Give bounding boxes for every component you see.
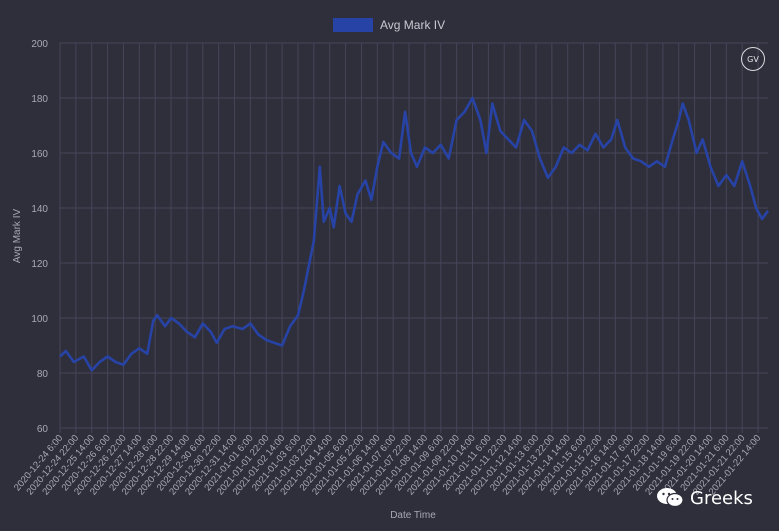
legend-swatch — [333, 18, 373, 32]
legend-label: Avg Mark IV — [380, 18, 445, 32]
y-axis-title: Avg Mark IV — [12, 209, 23, 264]
y-tick-label: 100 — [31, 314, 48, 325]
y-tick-label: 200 — [31, 39, 48, 50]
gv-logo-badge[interactable]: GV — [741, 47, 765, 71]
avg-mark-iv-series-line — [59, 96, 770, 372]
wechat-icon — [657, 488, 684, 508]
watermark-text: Greeks — [690, 487, 753, 509]
greeks-watermark: Greeks — [656, 487, 753, 509]
y-axis-ticks: 60 80 100 120 140 160 180 200 — [31, 39, 48, 435]
y-tick-label: 60 — [37, 424, 49, 435]
x-axis-title: Date Time — [390, 510, 436, 521]
chart-grid — [59, 42, 768, 433]
chart-legend[interactable]: Avg Mark IV — [333, 18, 445, 32]
y-tick-label: 140 — [31, 204, 48, 215]
y-tick-label: 80 — [37, 369, 49, 380]
y-tick-label: 160 — [31, 149, 48, 160]
y-tick-label: 180 — [31, 94, 48, 105]
y-tick-label: 120 — [31, 259, 48, 270]
